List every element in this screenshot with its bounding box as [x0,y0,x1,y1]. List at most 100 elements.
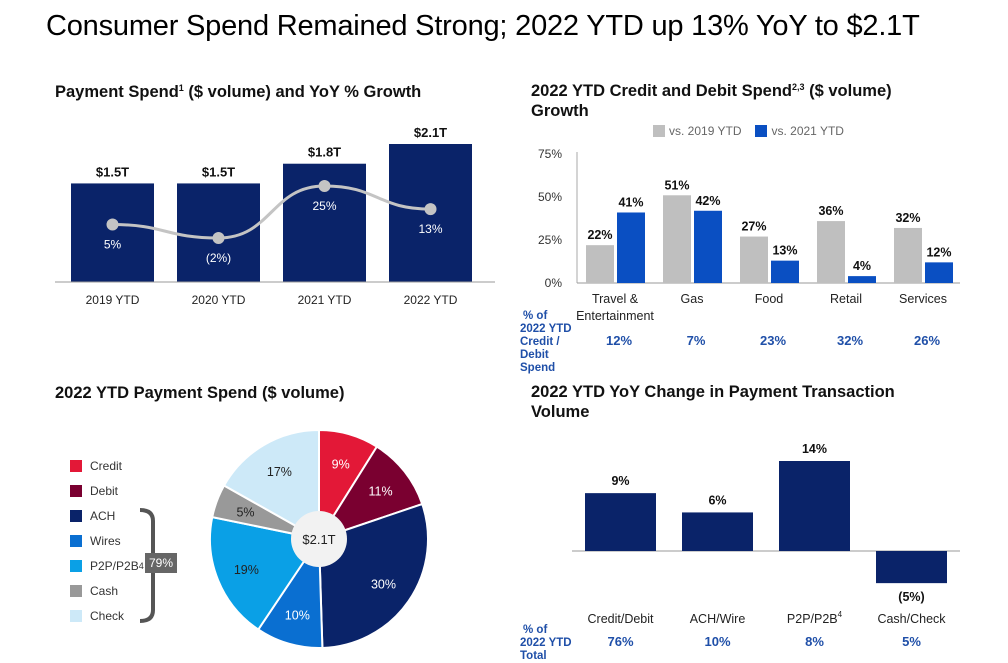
title-text: 2022 YTD Payment Spend [55,384,258,402]
legend-item: Check [70,603,144,628]
pie-slice [316,445,424,541]
legend-swatch [70,534,82,547]
x-tick-label: 2019 YTD [86,293,140,307]
slice-label: 19% [234,563,259,577]
bar [817,221,845,283]
slice-label: 5% [236,506,254,520]
title-text-rest: ($ volume) and YoY % Growth [183,83,422,101]
x-tick-label: P2P/P2B4 [787,610,843,626]
title-text: Payment Spend [55,83,179,101]
bar-value-label: 41% [618,195,643,209]
bar-value-label: 14% [802,442,827,456]
legend-item: Cash [70,578,144,603]
slice-label: 30% [371,578,396,592]
growth-label: 13% [418,222,442,236]
share-value: 23% [760,333,786,348]
share-row-label: Spend [520,362,555,374]
growth-label: 25% [312,199,336,213]
bar [894,227,922,283]
bar-value-label: 13% [772,244,797,258]
bar [848,276,876,283]
title-text-rest: ($ volume) Growth [531,82,892,120]
bar-value-label: 22% [587,228,612,242]
legend-item: P2P/P2B 4 [70,553,144,578]
growth-line [112,184,431,240]
slice-label: 11% [369,484,393,498]
bar-value-label: 36% [818,204,843,218]
share-row-label: Total [520,650,547,662]
bar-value-label: 27% [741,220,766,234]
share-value: 26% [914,333,940,348]
x-tick-label: ACH/Wire [690,612,746,626]
legend-label: vs. 2021 YTD [771,124,844,138]
x-tick-label: 2021 YTD [298,293,352,307]
legend-label: vs. 2019 YTD [669,124,742,138]
x-tick-label: Food [755,292,784,306]
share-row-label: Debit [520,349,549,361]
pie-slice [222,428,320,541]
share-value: 10% [704,634,730,649]
growth-point [424,203,437,216]
share-value: 7% [687,333,706,348]
slice-label: 17% [267,465,292,479]
share-row-label: % of [523,310,547,322]
bar [779,461,850,551]
legend-swatch [70,584,82,597]
share-value: 8% [805,634,824,649]
bar [586,245,614,283]
bar [617,212,645,283]
payment-spend-chart: $1.5T 2019 YTD $1.5T 2020 YTD $1.8T 2021 YTD $… [55,125,495,307]
legend-swatch [70,559,82,572]
y-tick-label: 0% [545,276,563,290]
legend-item-2019: vs. 2019 YTD [653,124,741,138]
title-text-rest: ($ volume) [257,384,345,402]
legend-label: Check [90,608,125,623]
bar [771,260,799,283]
legend-swatch [70,609,82,622]
pie-center [291,511,347,567]
bar-value-label: 4% [853,259,871,273]
legend-swatch-blue [755,125,768,137]
legend-label: Debit [90,483,119,498]
bar-value-label: $1.5T [202,164,235,179]
legend-swatch [70,484,82,497]
txn-volume-chart: 9% Credit/Debit 76% 6% ACH/Wire 10% 14% P2P/P2B… [520,442,960,662]
bar [585,493,656,551]
txn-volume-title: 2022 YTD YoY Change in Payment Transacti… [531,383,895,421]
share-value: 32% [837,333,863,348]
growth-point [212,232,225,244]
bar-value-label: 51% [664,178,689,192]
credit-debit-legend: vs. 2019 YTD vs. 2021 YTD [653,124,844,138]
legend-swatch [70,459,82,472]
payment-spend-title: Payment Spend1 ($ volume) and YoY % Grow… [55,82,421,102]
y-tick-label: 25% [538,233,562,247]
growth-point [318,180,331,192]
x-tick-label: 2020 YTD [192,293,246,307]
share-value: 76% [607,634,633,649]
bar-value-label: (5%) [898,590,924,604]
footnote-marker: 4 [838,610,843,619]
bar-value-label: 42% [695,194,720,208]
payment-mix-title: 2022 YTD Payment Spend ($ volume) [55,383,344,403]
legend-item: Debit [70,478,144,503]
bar [925,262,953,283]
pie-center-label: $2.1T [302,532,335,547]
slice-label: 10% [285,608,310,622]
bar [740,236,768,283]
growth-label: (2%) [206,251,231,265]
footnote-marker: 1 [178,83,184,93]
legend-swatch-gray [653,125,665,137]
legend-item: ACH [70,503,144,528]
y-tick-label: 50% [538,190,562,204]
legend-label: P2P/P2B [90,558,139,573]
growth-point [106,218,119,231]
x-tick-label: Gas [681,292,704,306]
bar-value-label: $2.1T [414,125,447,140]
legend-label: Cash [90,583,119,598]
footnote-marker: 2,3 [792,82,805,92]
legend-label: Wires [90,533,121,548]
x-tick-label: Credit/Debit [588,612,655,626]
slice-label: 9% [332,458,350,472]
bar-value-label: 12% [926,245,951,259]
growth-label: 5% [104,238,122,252]
